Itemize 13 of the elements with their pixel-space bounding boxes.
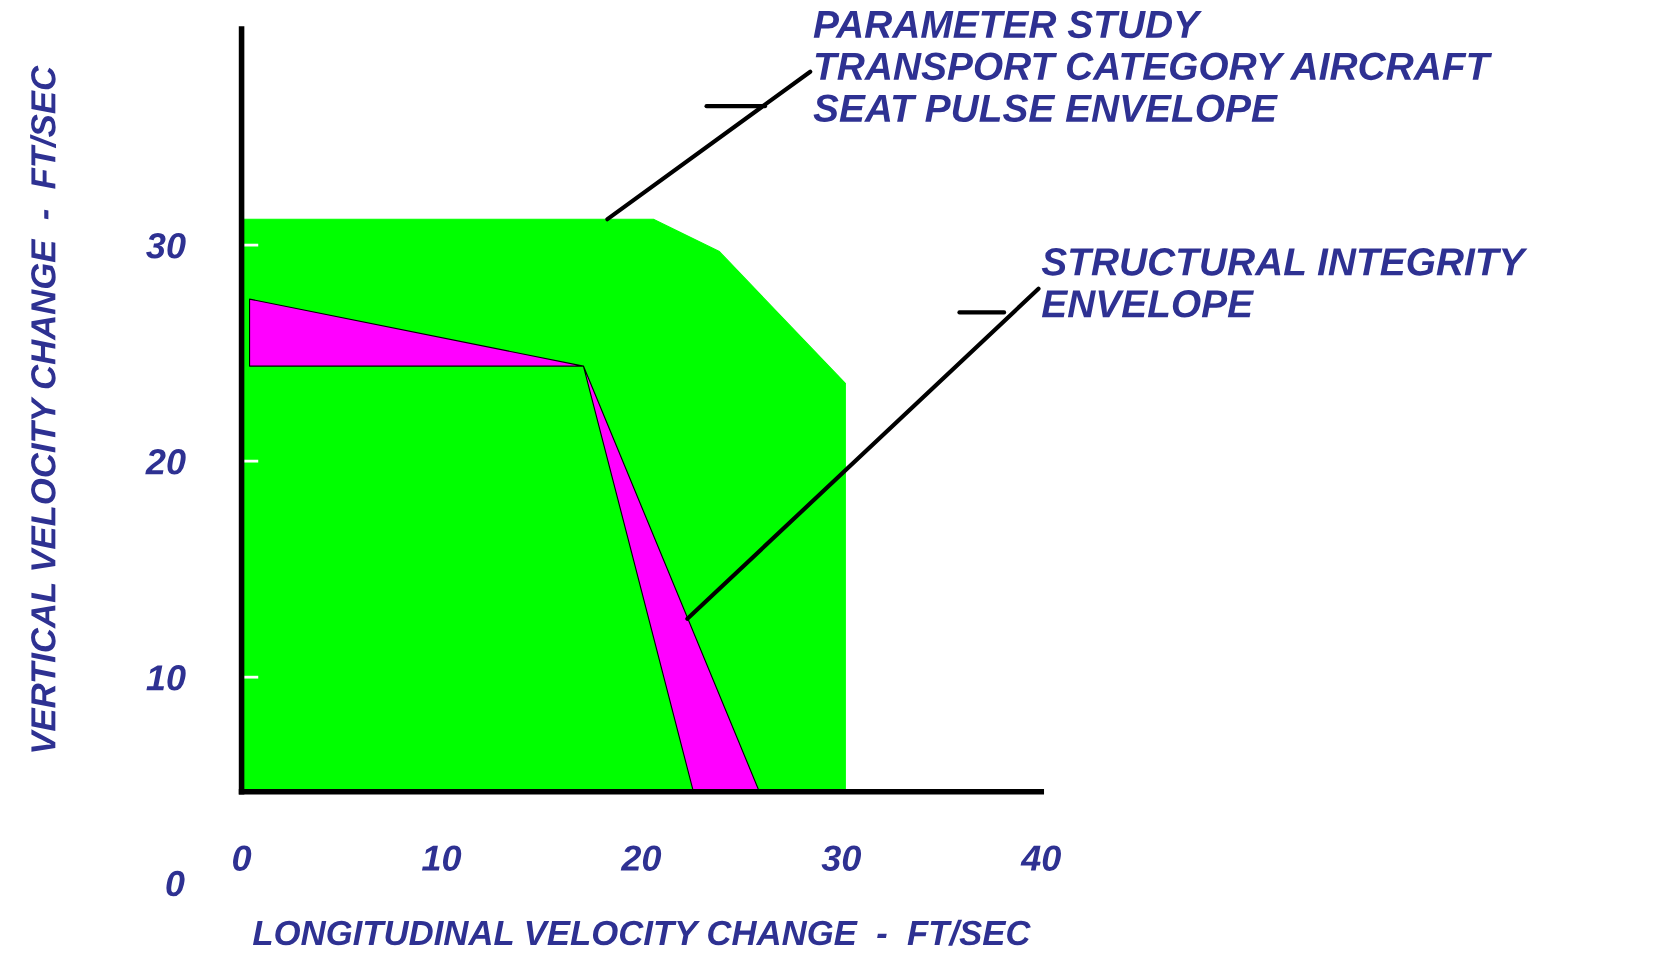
x-axis-title: LONGITUDINAL VELOCITY CHANGE - FT/SEC <box>252 919 1031 946</box>
y-tick-label: 10 <box>146 665 186 691</box>
annotation: STRUCTURAL INTEGRITY ENVELOPE <box>1041 248 1528 318</box>
annotation: PARAMETER STUDY TRANSPORT CATEGORY AIRCRAFT SEAT PULSE ENVELOPE <box>813 10 1493 123</box>
x-tick-label: 30 <box>821 845 862 871</box>
y-axis-title: VERTICAL VELOCITY CHANGE - FT/SEC <box>30 65 57 752</box>
x-tick-label: 10 <box>421 845 462 871</box>
y-tick-label: 20 <box>145 449 186 475</box>
x-tick-label: 0 <box>233 845 252 871</box>
x-tick-label: 20 <box>620 845 662 871</box>
x-tick-label: 40 <box>1020 845 1061 871</box>
text: 0 <box>166 870 185 897</box>
y-tick-label: 30 <box>146 232 186 259</box>
